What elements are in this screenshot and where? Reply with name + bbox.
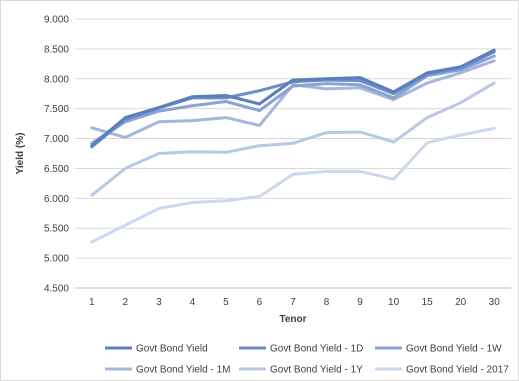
x-tick-label: 2 bbox=[123, 297, 129, 308]
x-tick-label: 30 bbox=[489, 297, 501, 308]
legend-label: Govt Bond Yield bbox=[136, 344, 208, 355]
legend-label: Govt Bond Yield - 2017 bbox=[406, 365, 509, 376]
y-tick-label: 9.000 bbox=[44, 15, 69, 26]
legend-label: Govt Bond Yield - 1Y bbox=[270, 365, 363, 376]
series-line bbox=[90, 48, 496, 148]
y-tick-label: 8.500 bbox=[44, 44, 69, 55]
legend-label: Govt Bond Yield - 1W bbox=[406, 344, 502, 355]
x-tick-label: 1 bbox=[89, 297, 95, 308]
x-tick-label: 10 bbox=[388, 297, 400, 308]
legend-item: Govt Bond Yield - 1D bbox=[239, 344, 363, 355]
gridlines bbox=[75, 18, 511, 289]
x-tick-label: 3 bbox=[156, 297, 162, 308]
legend-label: Govt Bond Yield - 1M bbox=[136, 365, 231, 376]
y-tick-label: 4.500 bbox=[44, 284, 69, 295]
y-tick-label: 7.000 bbox=[44, 134, 69, 145]
legend-item: Govt Bond Yield - 2017 bbox=[375, 365, 509, 376]
y-tick-label: 7.500 bbox=[44, 104, 69, 115]
y-tick-label: 8.000 bbox=[44, 74, 69, 85]
x-tick-label: 9 bbox=[357, 297, 363, 308]
y-tick-label: 5.500 bbox=[44, 224, 69, 235]
y-tick-label: 6.000 bbox=[44, 194, 69, 205]
series-line bbox=[90, 54, 496, 145]
series-line bbox=[90, 81, 496, 197]
legend-item: Govt Bond Yield - 1W bbox=[375, 344, 502, 355]
series-lines bbox=[90, 48, 496, 244]
x-tick-label: 7 bbox=[290, 297, 296, 308]
x-axis-ticks: 1 2 3 4 5 6 7 8 9 10 15 20 30 bbox=[89, 297, 500, 308]
y-axis-ticks: 4.500 5.000 5.500 6.000 6.500 7.000 7.500 8.000… bbox=[44, 15, 69, 295]
y-axis-title: Yield (%) bbox=[15, 133, 26, 175]
legend: Govt Bond Yield Govt Bond Yield - 1D Govt … bbox=[105, 344, 509, 376]
series-line bbox=[90, 50, 496, 149]
series-line bbox=[90, 126, 496, 244]
x-tick-label: 6 bbox=[257, 297, 263, 308]
y-tick-label: 5.000 bbox=[44, 254, 69, 265]
x-tick-label: 20 bbox=[455, 297, 467, 308]
legend-item: Govt Bond Yield - 1M bbox=[105, 365, 231, 376]
legend-label: Govt Bond Yield - 1D bbox=[270, 344, 363, 355]
legend-item: Govt Bond Yield - 1Y bbox=[239, 365, 363, 376]
x-tick-label: 8 bbox=[324, 297, 330, 308]
x-axis-title: Tenor bbox=[279, 314, 306, 325]
x-tick-label: 5 bbox=[223, 297, 229, 308]
y-tick-label: 6.500 bbox=[44, 164, 69, 175]
legend-item: Govt Bond Yield bbox=[105, 344, 208, 355]
x-tick-label: 4 bbox=[190, 297, 196, 308]
x-tick-label: 15 bbox=[422, 297, 434, 308]
